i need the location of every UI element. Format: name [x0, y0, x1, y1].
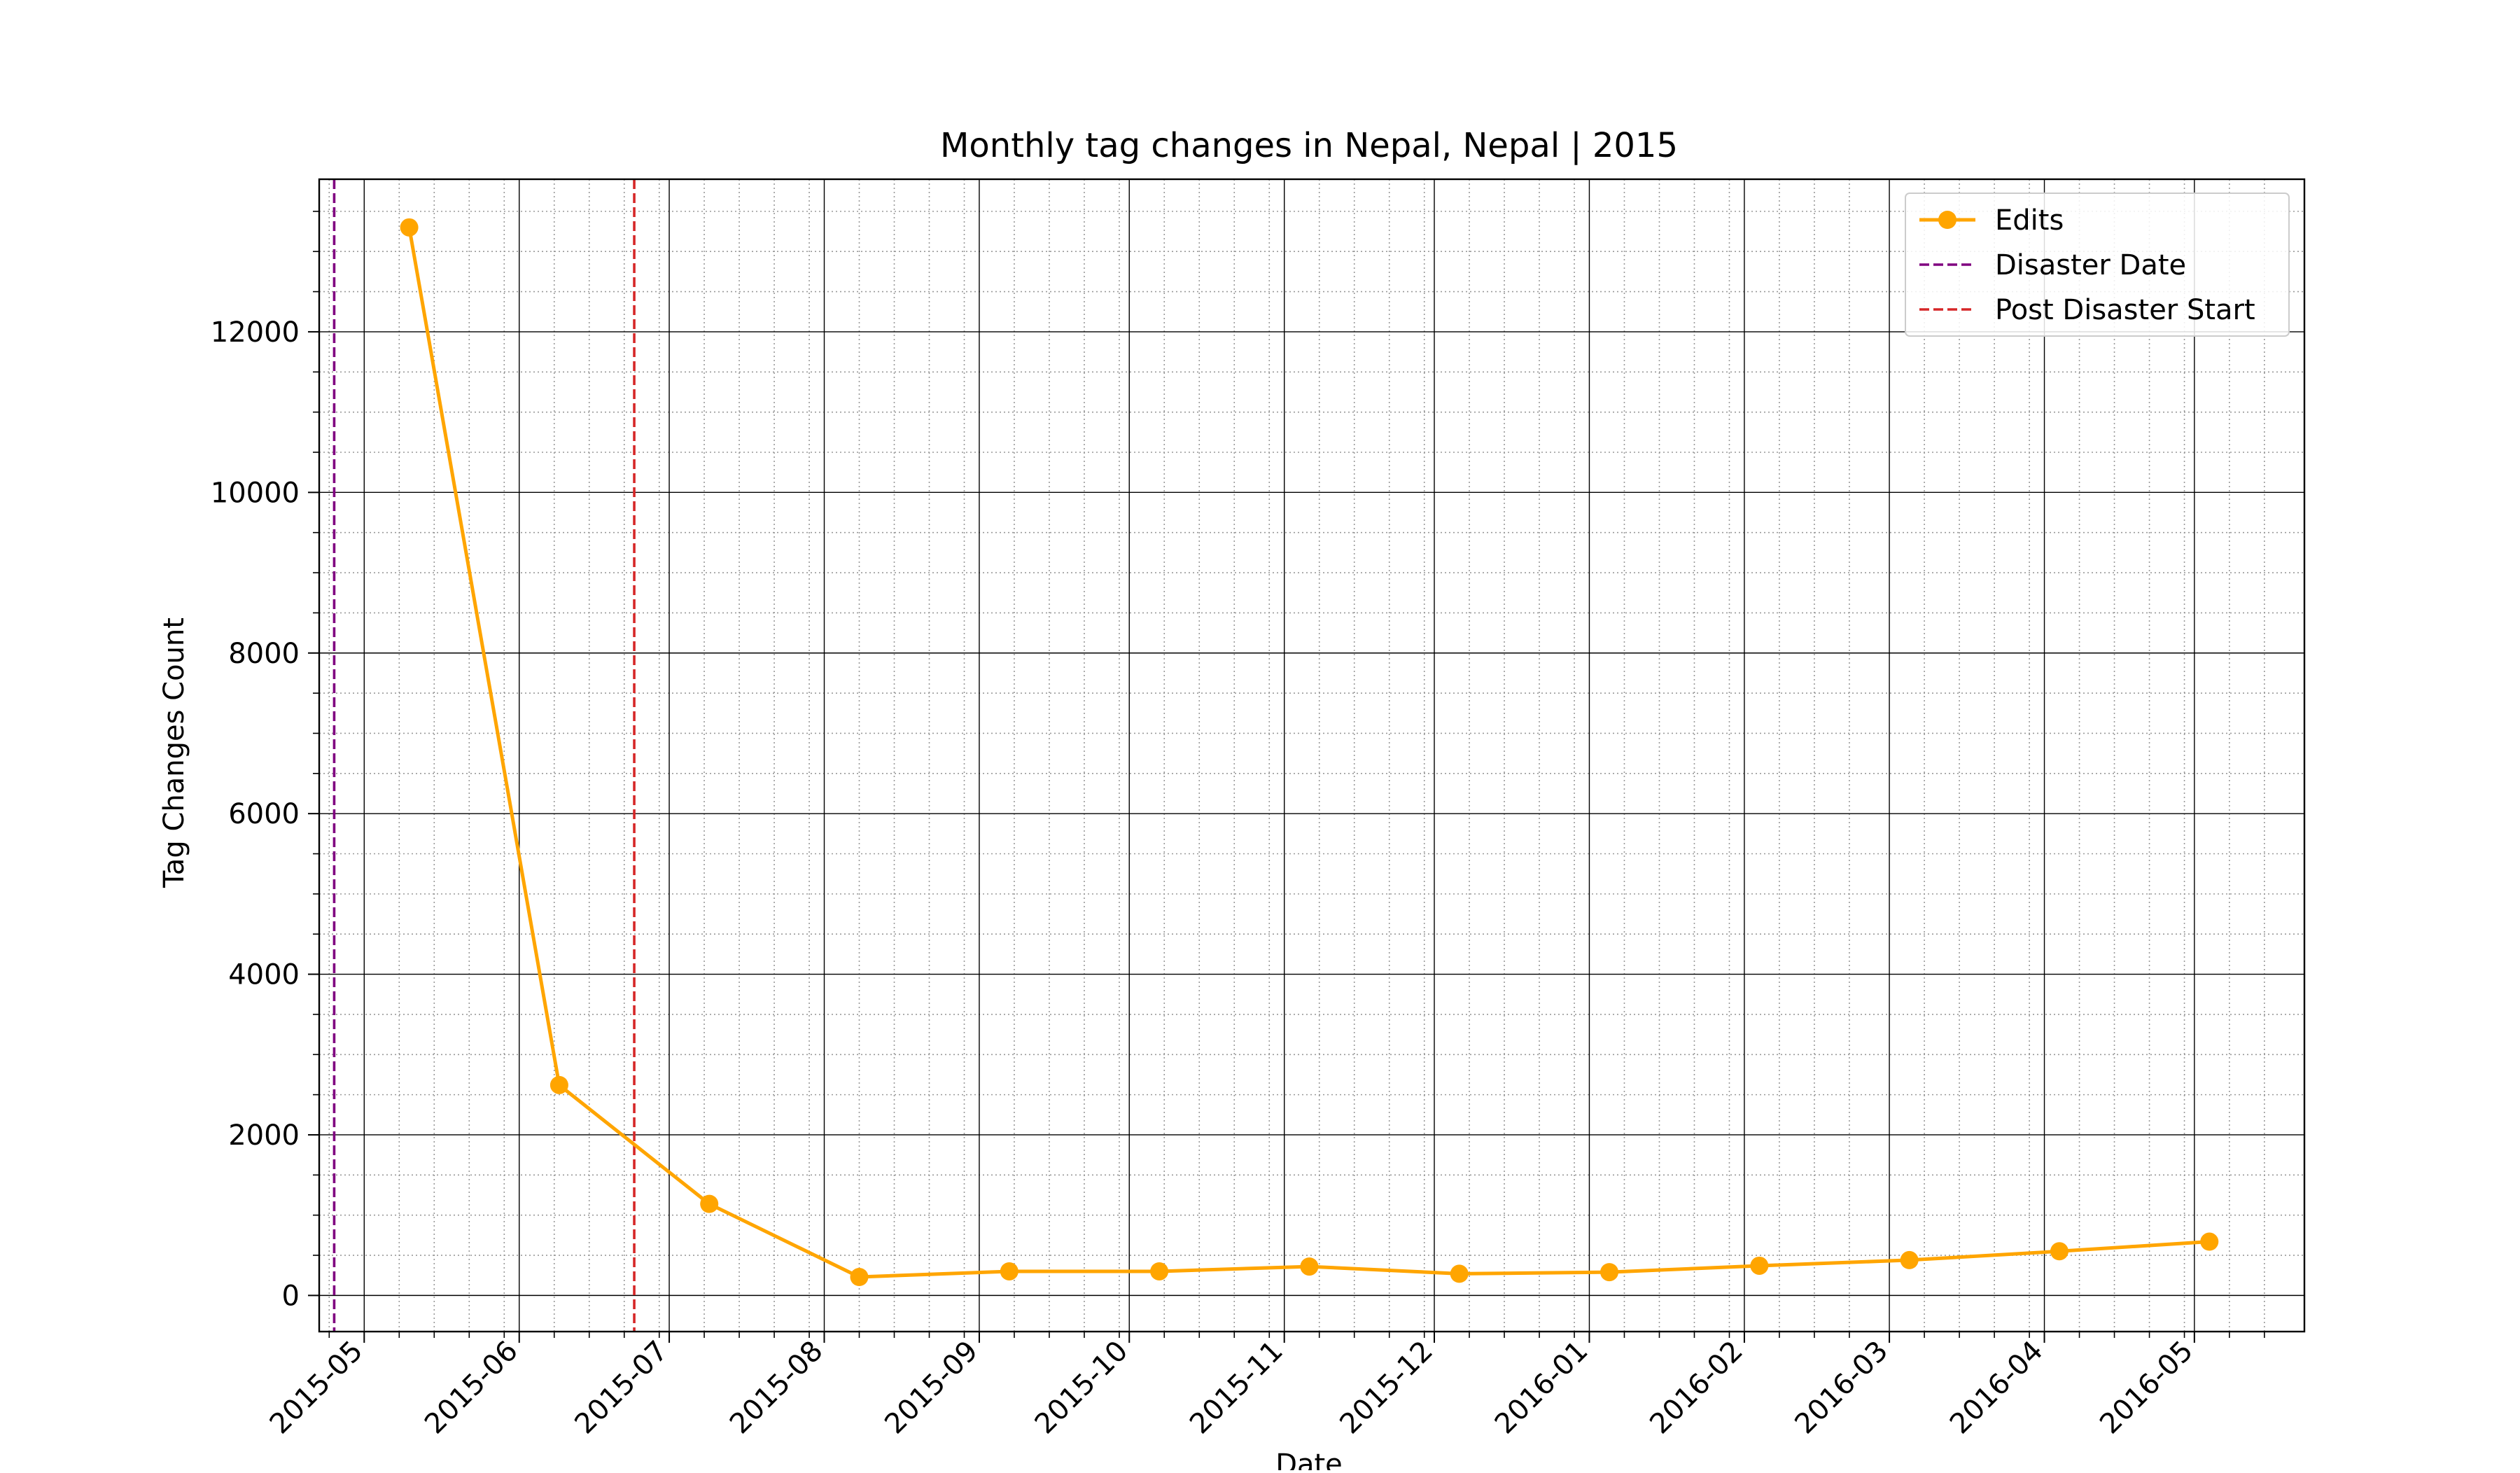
y-tick-label: 8000	[228, 638, 300, 670]
data-point	[1450, 1264, 1469, 1283]
data-point	[700, 1194, 719, 1213]
plot-frame	[318, 178, 2306, 1333]
data-point	[1300, 1257, 1319, 1276]
data-point	[400, 218, 419, 237]
data-point	[1900, 1250, 1919, 1269]
x-axis-label: Date	[1275, 1448, 1343, 1470]
major-grid	[319, 179, 2304, 1332]
data-point	[1000, 1262, 1018, 1280]
data-point	[550, 1075, 568, 1094]
y-axis-label: Tag Changes Count	[158, 617, 190, 888]
data-point	[1150, 1262, 1169, 1280]
legend-label: Disaster Date	[1995, 249, 2186, 281]
legend-label: Post Disaster Start	[1995, 294, 2255, 326]
legend: Edits Disaster Date Post Disaster Start	[1905, 193, 2290, 337]
data-point	[2200, 1232, 2219, 1251]
minor-grid	[319, 179, 2304, 1332]
series-layer	[400, 218, 2219, 1287]
y-tick-label: 0	[282, 1280, 300, 1312]
y-tick-label: 12000	[211, 316, 300, 349]
reference-lines	[332, 179, 636, 1332]
y-tick-label: 4000	[228, 959, 300, 991]
chart-title: Monthly tag changes in Nepal, Nepal | 20…	[940, 126, 1678, 165]
data-point	[1600, 1263, 1619, 1282]
data-point	[2050, 1242, 2068, 1261]
legend-marker-edits	[1938, 211, 1956, 229]
legend-frame	[1905, 193, 2290, 337]
y-tick-label: 6000	[228, 798, 300, 830]
legend-label: Edits	[1995, 204, 2064, 237]
y-tick-label: 10000	[211, 477, 300, 509]
y-tick-label: 2000	[228, 1119, 300, 1152]
data-point	[1750, 1256, 1769, 1275]
data-point	[850, 1268, 869, 1287]
